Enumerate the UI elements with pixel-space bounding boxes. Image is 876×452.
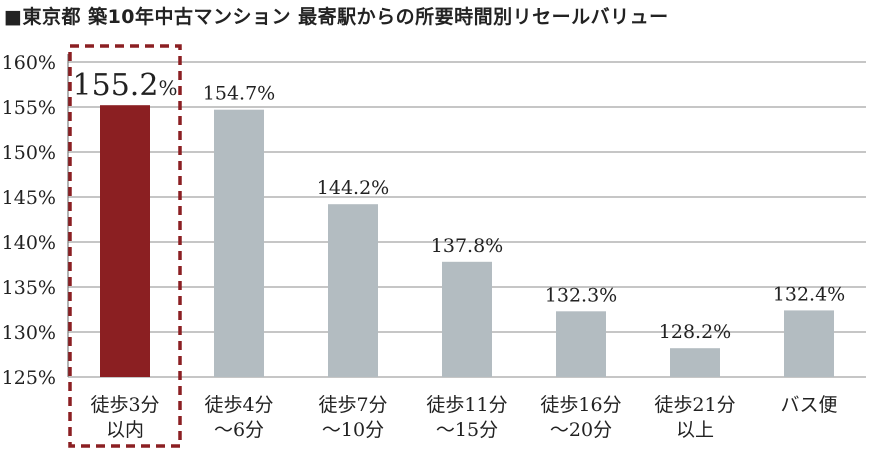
x-tick-label: ～15分 [436, 419, 498, 441]
y-tick-label: 130% [2, 322, 56, 344]
y-tick-label: 160% [2, 52, 56, 74]
x-tick-label: ～20分 [550, 419, 612, 441]
bar [442, 261, 492, 377]
y-tick-label: 125% [2, 367, 56, 389]
bar [214, 109, 264, 377]
y-tick-label: 145% [2, 187, 56, 209]
bar [328, 204, 378, 377]
x-tick-label: 徒歩4分 [204, 394, 273, 416]
x-tick-label: 徒歩21分 [654, 394, 735, 416]
y-tick-label: 150% [2, 142, 56, 164]
chart-title: ■東京都 築10年中古マンション 最寄駅からの所要時間別リセールバリュー [4, 6, 669, 28]
value-label: 128.2% [659, 321, 731, 343]
y-tick-label: 140% [2, 232, 56, 254]
x-tick-label: 以上 [676, 419, 714, 441]
value-label: 137.8% [431, 235, 503, 257]
bar [100, 105, 150, 377]
value-label: 132.4% [773, 283, 845, 305]
bar [556, 311, 606, 377]
y-tick-label: 135% [2, 277, 56, 299]
x-tick-label: 徒歩3分 [90, 394, 159, 416]
value-label: 144.2% [317, 177, 389, 199]
value-label: 155.2% [73, 68, 178, 103]
x-tick-label: 以内 [106, 419, 144, 441]
bar [784, 310, 834, 377]
x-tick-label: 徒歩16分 [540, 394, 621, 416]
x-tick-label: ～10分 [322, 419, 384, 441]
bar [670, 348, 720, 377]
x-tick-label: 徒歩11分 [426, 394, 507, 416]
value-label: 154.7% [203, 83, 275, 105]
y-tick-label: 155% [2, 97, 56, 119]
x-tick-label: バス便 [780, 394, 837, 416]
x-tick-label: 徒歩7分 [318, 394, 387, 416]
x-tick-label: ～6分 [214, 419, 264, 441]
value-label: 132.3% [545, 284, 617, 306]
